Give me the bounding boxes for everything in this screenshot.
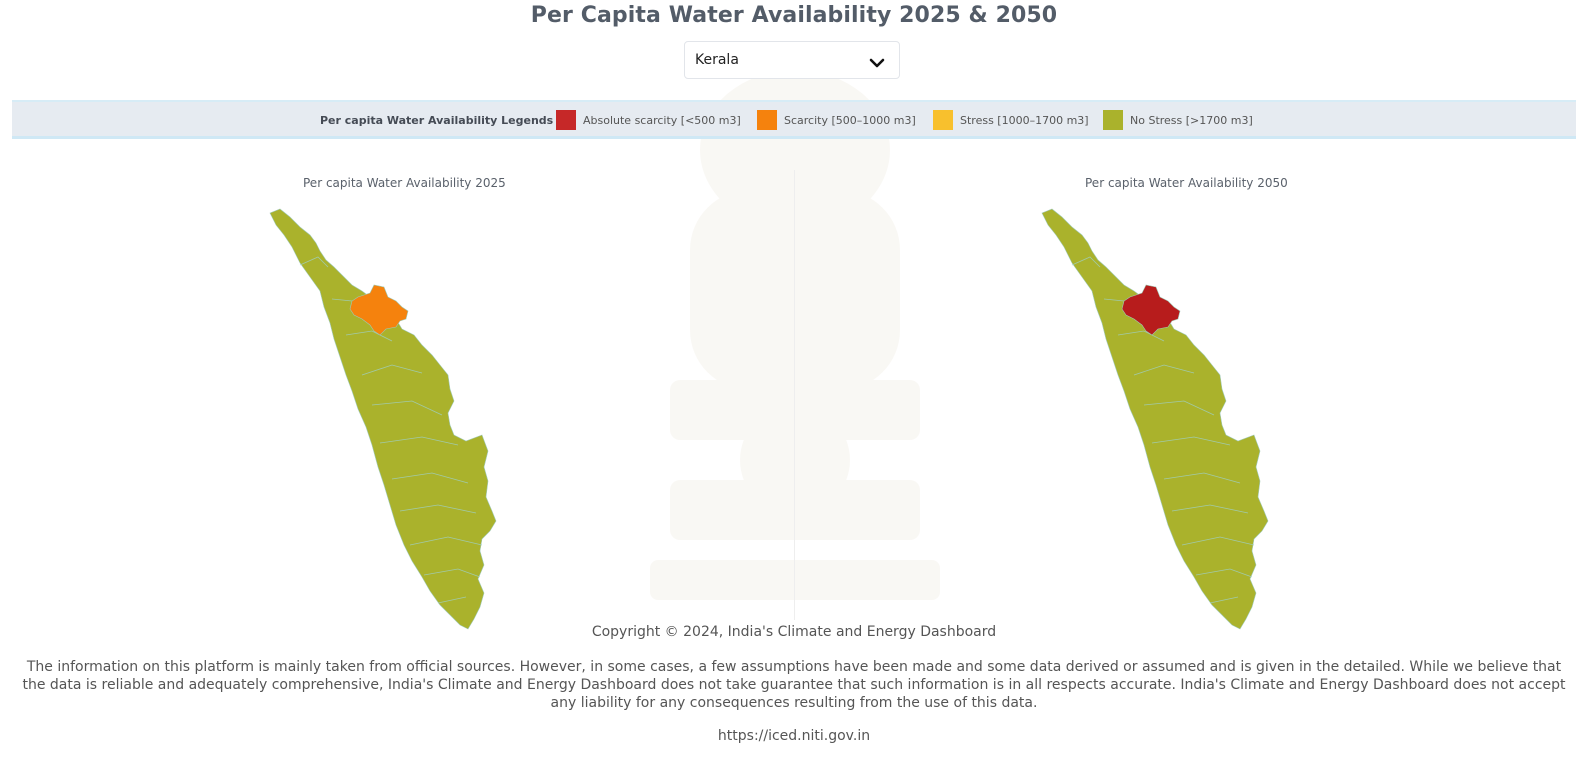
scarcity-district-region[interactable] [349,284,409,336]
legend-item-scarcity: Scarcity [500–1000 m3] [757,110,916,130]
page-title: Per Capita Water Availability 2025 & 205… [530,3,1058,28]
legend-swatch-stress [933,110,953,130]
footer-url-link[interactable]: https://iced.niti.gov.in [717,728,871,744]
legend-swatch-no-stress [1103,110,1123,130]
map-title-2050: Per capita Water Availability 2050 [1085,176,1288,190]
legend-title: Per capita Water Availability Legends [320,114,554,127]
legend-swatch-absolute-scarcity [556,110,576,130]
map-title-2025: Per capita Water Availability 2025 [303,176,506,190]
legend-label: Scarcity [500–1000 m3] [784,113,916,127]
legend-label: Absolute scarcity [<500 m3] [583,113,741,127]
state-select-dropdown[interactable]: Kerala [684,41,900,79]
legend-swatch-scarcity [757,110,777,130]
kerala-map-2050[interactable] [1034,205,1284,635]
kerala-state-region[interactable] [1041,208,1269,630]
kerala-map-2025[interactable] [262,205,512,635]
absolute-scarcity-district-region[interactable] [1121,284,1181,336]
copyright-text: Copyright © 2024, India's Climate and En… [591,624,997,640]
state-select-value: Kerala [695,52,739,68]
kerala-state-region[interactable] [269,208,497,630]
district-boundaries [299,256,483,604]
map-divider [794,170,795,620]
disclaimer-text: The information on this platform is main… [22,659,1566,711]
legend-item-no-stress: No Stress [>1700 m3] [1103,110,1253,130]
legend-item-stress: Stress [1000–1700 m3] [933,110,1089,130]
chevron-down-icon [869,54,885,73]
legend-label: Stress [1000–1700 m3] [960,113,1089,127]
legend-bar: Per capita Water Availability Legends Ab… [12,100,1576,139]
legend-label: No Stress [>1700 m3] [1130,113,1253,127]
legend-item-absolute-scarcity: Absolute scarcity [<500 m3] [556,110,741,130]
